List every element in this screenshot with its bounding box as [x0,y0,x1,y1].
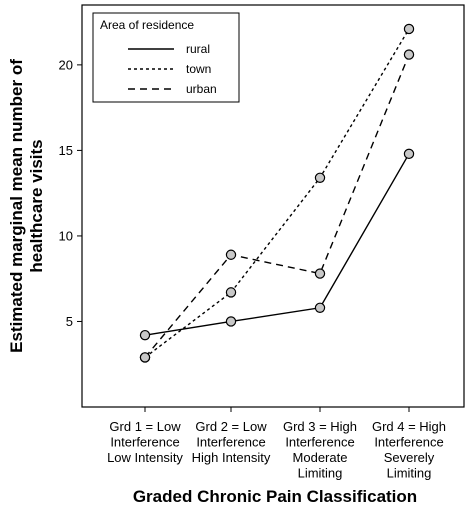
legend: Area of residence rural town urban [92,12,240,103]
y-axis: 5 10 15 20 [59,57,82,329]
x-axis: Grd 1 = Low Interference Low IntensityGrd … [107,407,446,481]
x-tick-label-line: Grd 2 = Low [195,419,267,434]
point-town [314,172,326,183]
x-tick-label: Grd 2 = Low Interference High Intensity [192,419,271,465]
x-tick-label-line: Moderate [293,450,348,465]
x-tick-label-line: Severely [384,450,435,465]
y-tick-label: 20 [59,57,73,72]
x-tick-label: Grd 3 = High Interference Moderate Limiting [283,419,357,481]
point-town [403,23,415,35]
x-tick-label: Grd 4 = High Interference Severely Limiting [372,419,446,481]
plot-frame [81,4,465,408]
point-rural [139,329,151,341]
y-tick-label: 5 [66,314,73,329]
x-tick-label-line: High Intensity [192,450,271,465]
x-tick-label-line: Interference [374,435,443,450]
x-axis-title: Graded Chronic Pain Classification [133,487,417,506]
y-axis-title: Estimated marginal mean number ofhealthc… [7,59,46,353]
point-rural [225,316,237,327]
point-rural [403,148,415,160]
x-tick-label-line: Interference [196,435,265,450]
y-axis-title-line: healthcare visits [27,139,46,272]
point-urban [403,49,415,60]
series-line-urban [144,54,410,358]
legend-label-town: town [186,62,211,76]
legend-label-urban: urban [186,82,217,96]
legend-label-rural: rural [186,42,210,56]
y-tick-label: 15 [59,143,73,158]
x-tick-label-line: Grd 4 = High [372,419,446,434]
x-tick-label-line: Interference [285,435,354,450]
point-rural [314,302,326,313]
legend-box [92,12,240,103]
x-tick-label-line: Interference [110,435,179,450]
point-town [225,287,237,298]
legend-title: Area of residence [100,18,194,32]
y-tick-label: 10 [59,228,73,243]
series-line-town [144,28,410,358]
point-urban [139,352,151,363]
x-tick-label-line: Limiting [298,466,343,481]
x-tick-label-line: Low Intensity [107,450,183,465]
series-layer [139,23,415,363]
x-tick-label-line: Grd 3 = High [283,419,357,434]
point-urban [314,268,326,279]
x-tick-label-line: Grd 1 = Low [109,419,181,434]
x-tick-label: Grd 1 = Low Interference Low Intensity [107,419,183,465]
x-tick-label-line: Limiting [387,466,432,481]
y-axis-title-line: Estimated marginal mean number of [7,59,26,353]
point-urban [225,249,237,260]
series-line-rural [144,153,410,336]
